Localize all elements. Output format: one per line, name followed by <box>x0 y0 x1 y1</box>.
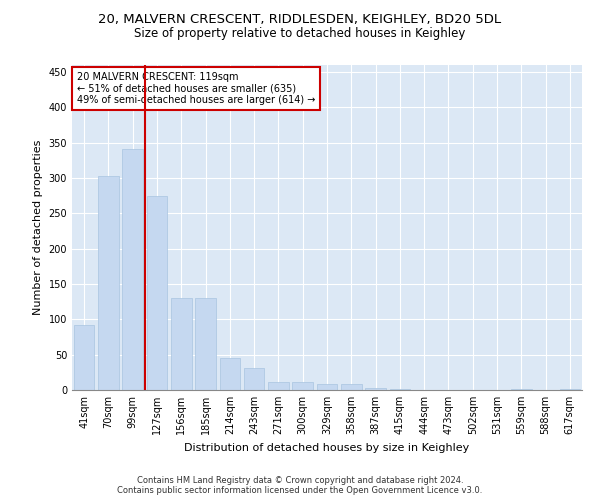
Bar <box>122 149 143 390</box>
Text: Contains HM Land Registry data © Crown copyright and database right 2024.
Contai: Contains HM Land Registry data © Crown c… <box>118 476 482 495</box>
Bar <box>195 298 216 390</box>
Bar <box>220 358 240 390</box>
Y-axis label: Number of detached properties: Number of detached properties <box>33 140 43 315</box>
Bar <box>365 388 386 390</box>
Bar <box>317 384 337 390</box>
Bar <box>74 325 94 390</box>
Text: 20 MALVERN CRESCENT: 119sqm
← 51% of detached houses are smaller (635)
49% of se: 20 MALVERN CRESCENT: 119sqm ← 51% of det… <box>77 72 316 104</box>
Bar <box>146 196 167 390</box>
Bar <box>171 298 191 390</box>
X-axis label: Distribution of detached houses by size in Keighley: Distribution of detached houses by size … <box>184 442 470 452</box>
Bar <box>341 384 362 390</box>
Text: Size of property relative to detached houses in Keighley: Size of property relative to detached ho… <box>134 28 466 40</box>
Bar <box>292 382 313 390</box>
Bar <box>244 368 265 390</box>
Bar <box>268 382 289 390</box>
Bar <box>98 176 119 390</box>
Text: 20, MALVERN CRESCENT, RIDDLESDEN, KEIGHLEY, BD20 5DL: 20, MALVERN CRESCENT, RIDDLESDEN, KEIGHL… <box>98 12 502 26</box>
